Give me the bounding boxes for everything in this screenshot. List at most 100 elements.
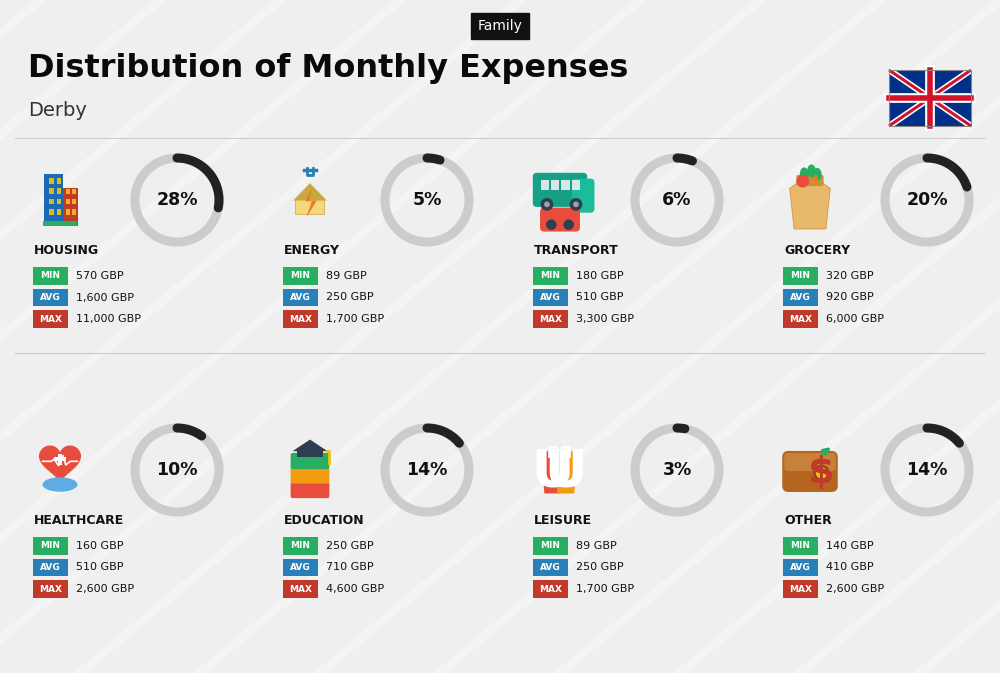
FancyBboxPatch shape	[533, 580, 568, 598]
Bar	[49, 188, 54, 194]
Text: MIN: MIN	[291, 271, 311, 281]
Text: ENERGY: ENERGY	[284, 244, 340, 256]
FancyBboxPatch shape	[533, 289, 568, 306]
FancyBboxPatch shape	[283, 289, 318, 306]
Bar	[66, 189, 70, 194]
Text: 89 GBP: 89 GBP	[326, 271, 367, 281]
Text: 180 GBP: 180 GBP	[576, 271, 624, 281]
FancyBboxPatch shape	[796, 175, 824, 186]
FancyBboxPatch shape	[533, 310, 568, 328]
FancyBboxPatch shape	[533, 559, 568, 576]
Text: 920 GBP: 920 GBP	[826, 293, 874, 302]
Text: 320 GBP: 320 GBP	[826, 271, 874, 281]
Text: MIN: MIN	[540, 271, 560, 281]
FancyBboxPatch shape	[283, 559, 318, 576]
Ellipse shape	[43, 477, 77, 492]
Polygon shape	[296, 186, 324, 215]
Text: MAX: MAX	[289, 314, 312, 324]
Text: MIN: MIN	[291, 542, 311, 551]
FancyBboxPatch shape	[33, 310, 68, 328]
FancyBboxPatch shape	[783, 537, 818, 555]
FancyBboxPatch shape	[533, 537, 568, 555]
Text: 6%: 6%	[662, 191, 692, 209]
Polygon shape	[554, 448, 578, 493]
Text: MIN: MIN	[40, 271, 60, 281]
FancyBboxPatch shape	[33, 537, 68, 555]
Ellipse shape	[813, 168, 822, 181]
FancyBboxPatch shape	[33, 559, 68, 576]
FancyBboxPatch shape	[533, 173, 587, 207]
Text: 6,000 GBP: 6,000 GBP	[826, 314, 884, 324]
Bar	[57, 178, 61, 184]
Circle shape	[573, 201, 579, 207]
FancyBboxPatch shape	[782, 451, 838, 492]
Polygon shape	[40, 446, 80, 483]
Text: 250 GBP: 250 GBP	[326, 541, 374, 551]
Polygon shape	[541, 448, 564, 493]
FancyBboxPatch shape	[784, 453, 836, 471]
Circle shape	[816, 467, 827, 479]
FancyBboxPatch shape	[283, 267, 318, 285]
Text: 4,600 GBP: 4,600 GBP	[326, 584, 384, 594]
Text: 20%: 20%	[906, 191, 948, 209]
Bar	[49, 209, 54, 215]
FancyBboxPatch shape	[291, 468, 329, 484]
FancyBboxPatch shape	[33, 267, 68, 285]
Bar	[541, 180, 549, 190]
Polygon shape	[293, 439, 327, 451]
Text: AVG: AVG	[790, 293, 811, 302]
Text: LEISURE: LEISURE	[534, 513, 592, 526]
Text: 250 GBP: 250 GBP	[326, 293, 374, 302]
Text: MAX: MAX	[789, 314, 812, 324]
Polygon shape	[790, 174, 830, 229]
Bar	[49, 178, 54, 184]
Text: 510 GBP: 510 GBP	[76, 563, 123, 573]
Text: 2,600 GBP: 2,600 GBP	[76, 584, 134, 594]
Text: 140 GBP: 140 GBP	[826, 541, 874, 551]
Text: MAX: MAX	[289, 584, 312, 594]
FancyBboxPatch shape	[291, 482, 329, 498]
Bar	[57, 199, 61, 205]
FancyBboxPatch shape	[783, 267, 818, 285]
Bar	[44, 174, 63, 226]
Text: 14%: 14%	[406, 461, 448, 479]
Text: Derby: Derby	[28, 102, 87, 120]
FancyBboxPatch shape	[283, 310, 318, 328]
Text: MAX: MAX	[39, 584, 62, 594]
FancyBboxPatch shape	[572, 178, 594, 213]
Circle shape	[546, 219, 557, 230]
FancyBboxPatch shape	[33, 580, 68, 598]
Text: TRANSPORT: TRANSPORT	[534, 244, 619, 256]
FancyBboxPatch shape	[783, 310, 818, 328]
Text: MIN: MIN	[40, 542, 60, 551]
FancyBboxPatch shape	[33, 289, 68, 306]
Text: 1,700 GBP: 1,700 GBP	[326, 314, 384, 324]
Circle shape	[544, 201, 550, 207]
Text: 410 GBP: 410 GBP	[826, 563, 874, 573]
Bar	[57, 209, 61, 215]
Text: 160 GBP: 160 GBP	[76, 541, 123, 551]
Polygon shape	[305, 187, 317, 217]
Circle shape	[563, 219, 574, 230]
Bar	[57, 188, 61, 194]
Bar	[72, 199, 76, 205]
Ellipse shape	[800, 168, 809, 180]
Text: 1,700 GBP: 1,700 GBP	[576, 584, 634, 594]
Bar	[66, 209, 70, 215]
Text: U: U	[545, 448, 587, 498]
Bar	[551, 180, 559, 190]
Text: AVG: AVG	[790, 563, 811, 572]
Text: MIN: MIN	[791, 542, 811, 551]
FancyBboxPatch shape	[283, 537, 318, 555]
Text: HEALTHCARE: HEALTHCARE	[34, 513, 124, 526]
Bar	[561, 180, 570, 190]
Text: AVG: AVG	[290, 293, 311, 302]
Polygon shape	[293, 183, 327, 201]
Circle shape	[796, 175, 809, 188]
Text: EDUCATION: EDUCATION	[284, 513, 365, 526]
Text: Distribution of Monthly Expenses: Distribution of Monthly Expenses	[28, 52, 628, 83]
Text: $: $	[808, 455, 835, 491]
Text: 250 GBP: 250 GBP	[576, 563, 624, 573]
FancyBboxPatch shape	[291, 453, 329, 469]
Text: 510 GBP: 510 GBP	[576, 293, 624, 302]
